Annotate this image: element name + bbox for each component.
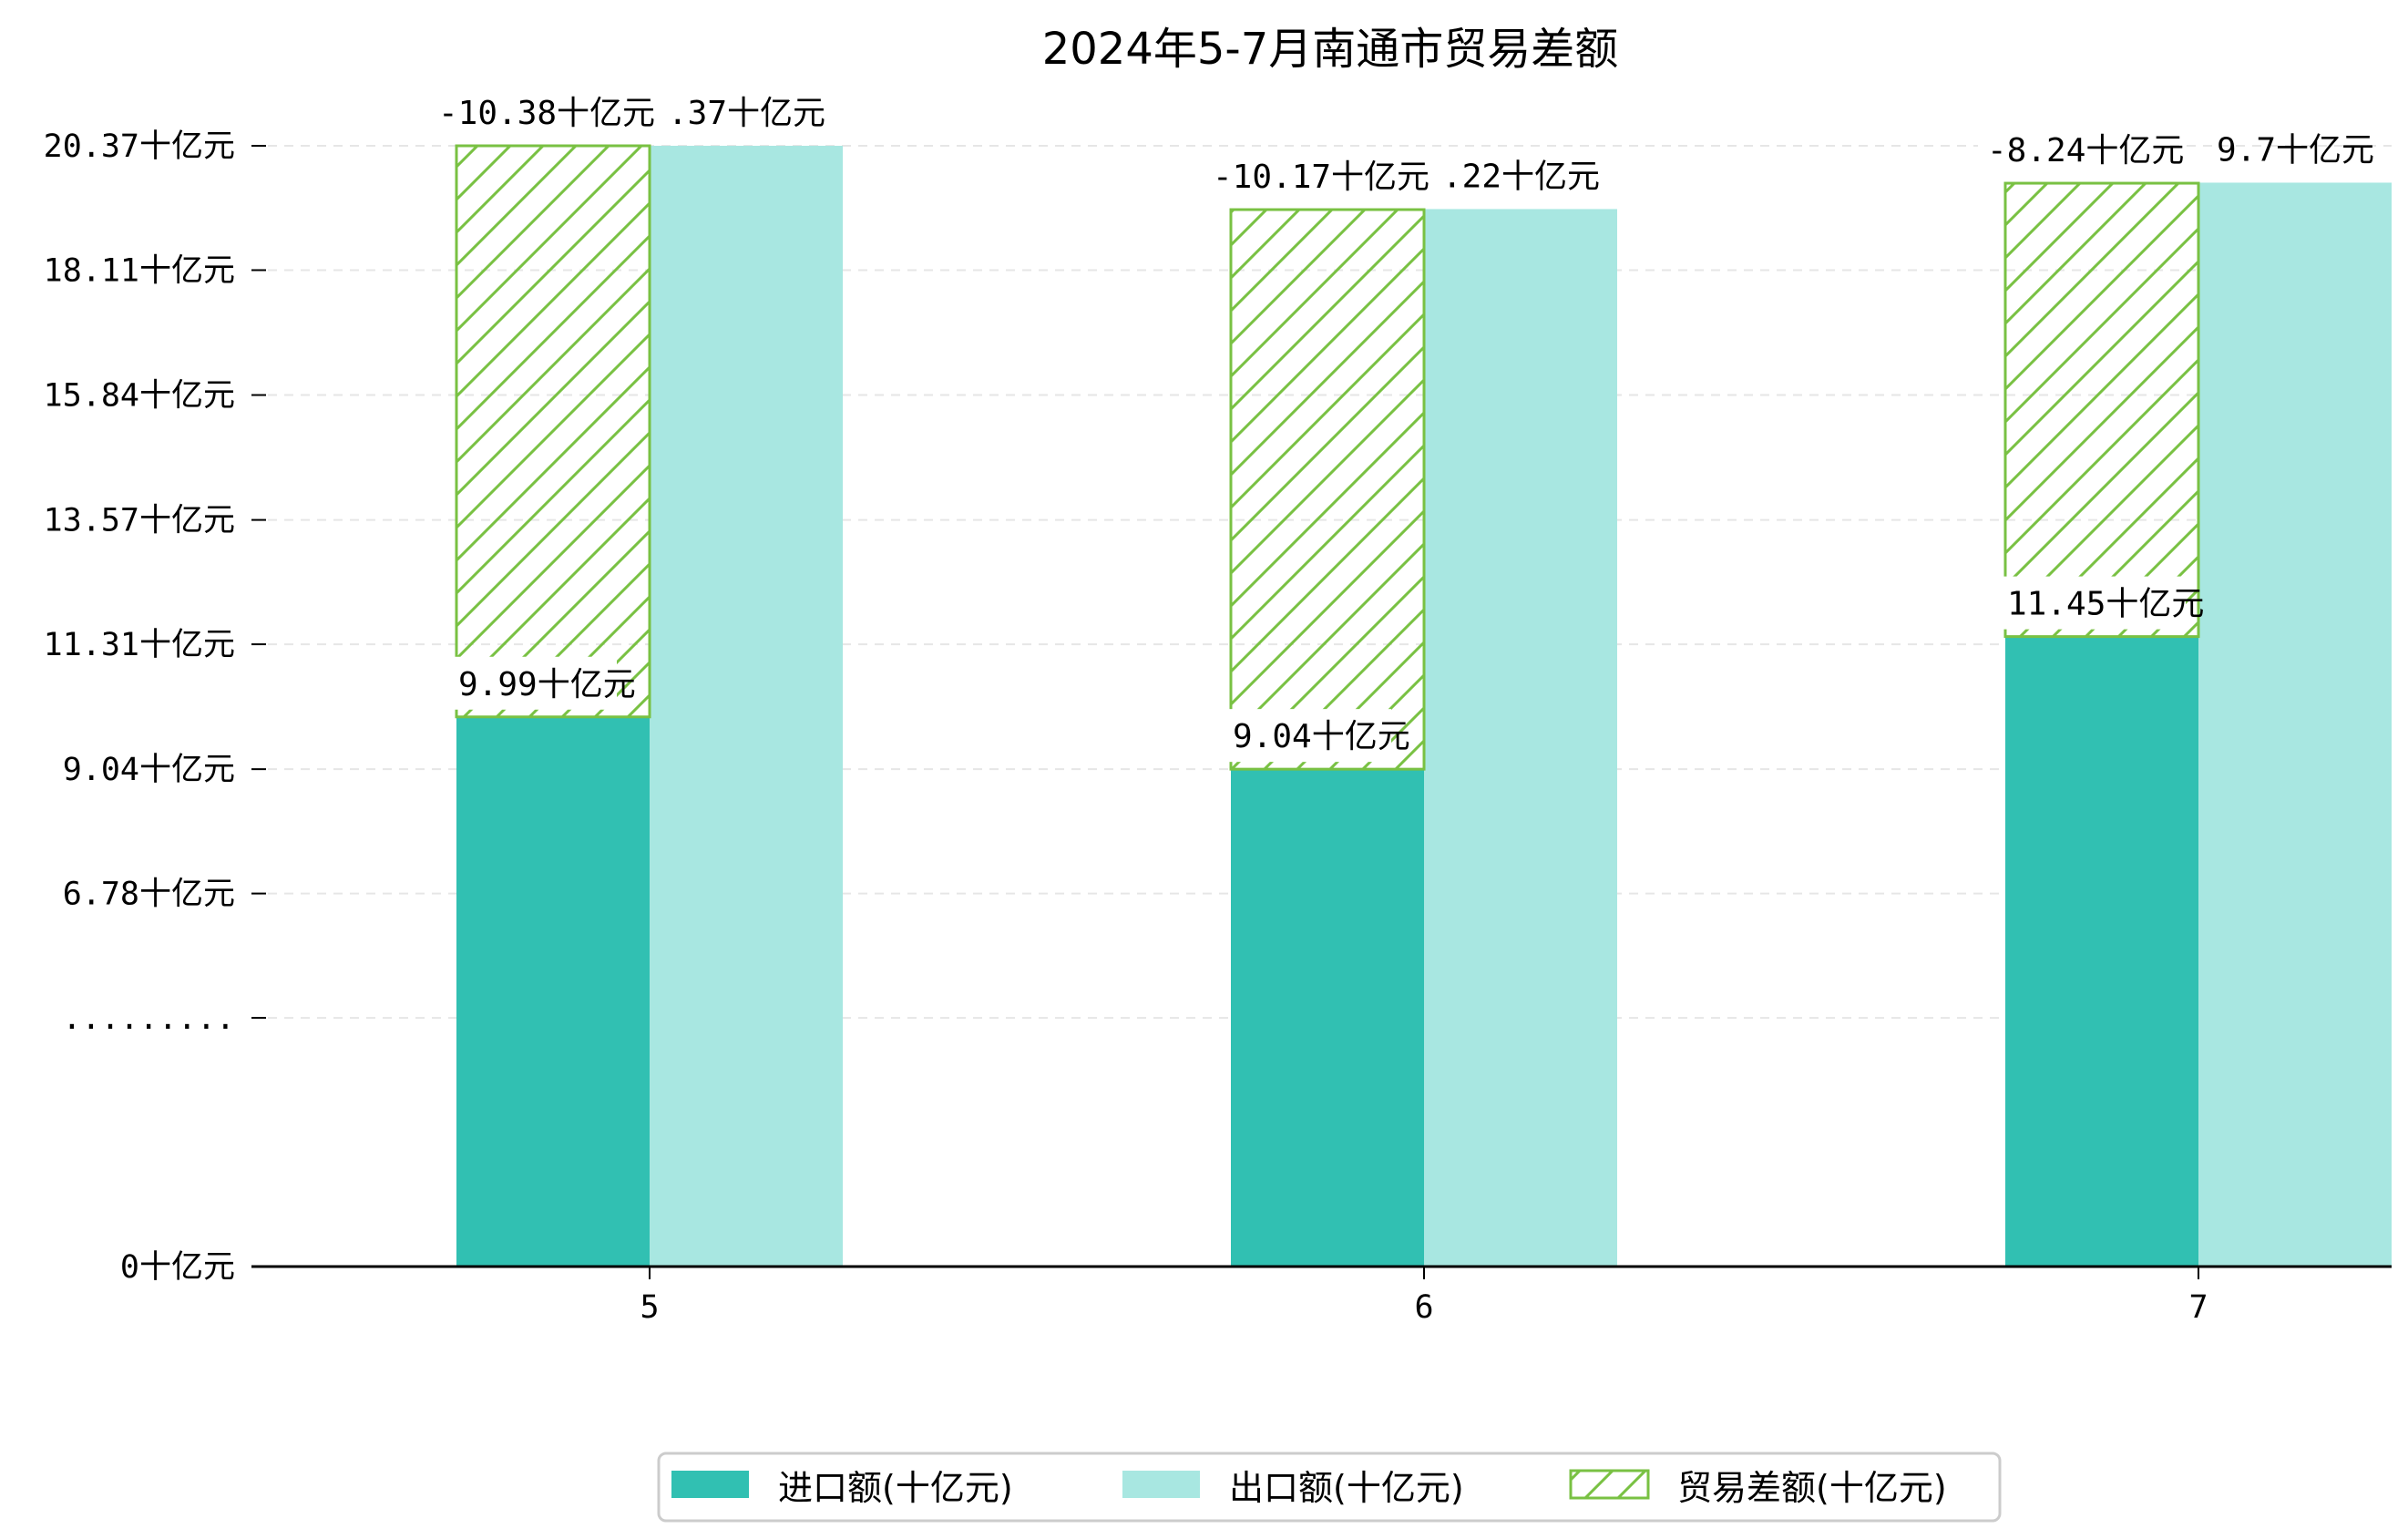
legend-import-swatch — [671, 1471, 749, 1498]
balance-bar — [2003, 181, 2200, 639]
y-tick-label: 18.11十亿元 — [44, 252, 235, 289]
x-tick-label: 5 — [640, 1289, 659, 1326]
data-label: -10.17十亿元 — [1213, 159, 1429, 196]
x-axis: 5 6 7 — [251, 1265, 2392, 1326]
data-label-bg — [1998, 576, 2186, 630]
data-label-bg — [429, 86, 637, 139]
balance-bar — [1229, 208, 1426, 771]
y-tick-label: 6.78十亿元 — [63, 877, 235, 913]
data-label: 9.04十亿元 — [1233, 718, 1410, 755]
y-axis: 0十亿元......... 6.78十亿元 9.04十亿元 11.31十亿元 13.57… — [44, 128, 266, 1286]
balance-bar — [455, 144, 651, 719]
import-bar — [456, 716, 650, 1267]
data-label-bg — [1204, 149, 1411, 203]
legend-balance-label: 贸易差额(十亿元) — [1677, 1468, 1947, 1508]
y-tick-label: 13.57十亿元 — [44, 503, 235, 539]
y-tick-label: 15.84十亿元 — [44, 378, 235, 415]
legend-export-label: 出口额(十亿元) — [1229, 1468, 1464, 1508]
data-label: 11.45十亿元 — [2007, 586, 2204, 623]
data-labels: 9.99十亿元 -10.38十亿元 .37十亿元 9.04十亿元 -10.17十亿元 .2… — [429, 86, 2374, 763]
y-tick-label: 20.37十亿元 — [44, 128, 235, 165]
chart-title: 2024年5-7月南通市贸易差额 — [1042, 24, 1619, 75]
x-tick-label: 6 — [1414, 1289, 1433, 1326]
data-label: .37十亿元 — [668, 95, 825, 132]
import-bar — [2005, 636, 2198, 1267]
bars — [455, 144, 2392, 1267]
data-label: -10.38十亿元 — [438, 95, 655, 132]
legend-balance-swatch — [1569, 1469, 1650, 1500]
import-bar — [1231, 769, 1424, 1267]
data-label: -8.24十亿元 — [1987, 132, 2184, 169]
export-bar — [2198, 182, 2392, 1267]
legend-box — [657, 1452, 2002, 1523]
data-label: 9.7十亿元 — [2217, 131, 2374, 169]
legend-import-label: 进口额(十亿元) — [778, 1468, 1013, 1508]
data-label-bg — [1224, 709, 1391, 763]
legend: 进口额(十亿元) 出口额(十亿元) 贸易差额(十亿元) — [657, 1452, 2002, 1523]
y-tick-label: 11.31十亿元 — [44, 627, 235, 663]
data-label: .22十亿元 — [1442, 158, 1600, 195]
export-bar — [1424, 209, 1617, 1267]
y-tick-label: 9.04十亿元 — [63, 752, 235, 788]
export-bar — [650, 146, 843, 1267]
data-label-bg — [1978, 123, 2166, 177]
y-tick-label: 0十亿元 — [120, 1249, 235, 1286]
data-label-bg — [449, 656, 617, 710]
x-tick-label: 7 — [2188, 1289, 2208, 1326]
y-tick-label: ......... — [62, 1000, 235, 1037]
data-label: 9.99十亿元 — [458, 666, 636, 703]
legend-export-swatch — [1122, 1471, 1200, 1498]
